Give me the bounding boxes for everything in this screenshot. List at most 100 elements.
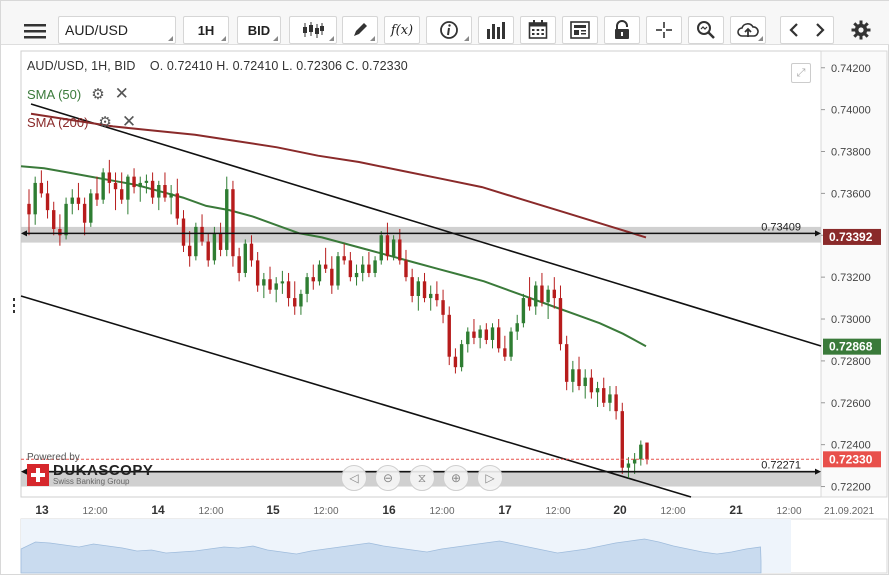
sma200-line xyxy=(30,112,647,239)
y-tick-label: 0.73200 xyxy=(831,272,871,284)
x-tick-label: 12:00 xyxy=(776,506,801,517)
candle-body xyxy=(58,228,62,236)
x-tick-label: 12:00 xyxy=(660,506,685,517)
timeframe-selector[interactable]: 1H xyxy=(183,16,229,44)
candle-body xyxy=(76,197,81,204)
gear-icon[interactable]: ⚙ xyxy=(98,114,112,131)
candle-body xyxy=(175,193,180,219)
candle-body xyxy=(336,256,340,286)
hamburger-icon[interactable] xyxy=(21,18,49,44)
resistance-band xyxy=(21,226,821,243)
toolbar: AUD/USD 1H BID f(x) xyxy=(1,1,889,45)
candle-body xyxy=(632,459,637,464)
candle-body xyxy=(194,226,198,257)
y-tick-label: 0.74000 xyxy=(831,105,871,117)
candle-body xyxy=(280,281,285,284)
candle-body xyxy=(206,241,210,261)
candle-body xyxy=(144,180,149,183)
x-tick-label: 21.09.2021 xyxy=(824,506,874,517)
x-tick-label: 12:00 xyxy=(313,506,338,517)
chevron-right-icon[interactable] xyxy=(815,22,825,38)
candle-body xyxy=(286,281,291,299)
price-tag-bg xyxy=(823,228,881,245)
level-arrow-right xyxy=(815,230,821,237)
bar-volume-icon[interactable] xyxy=(478,16,514,44)
candle-body xyxy=(552,289,556,299)
candle-body xyxy=(639,444,643,460)
x-tick-label: 12:00 xyxy=(545,506,570,517)
candle-body xyxy=(45,193,50,211)
candle-body xyxy=(564,344,569,382)
candle-body xyxy=(82,203,87,223)
chevron-left-icon[interactable] xyxy=(789,22,799,38)
candle-body xyxy=(70,197,74,204)
gear-icon[interactable] xyxy=(847,16,875,44)
navigator-area xyxy=(20,538,762,574)
legend-sma200: SMA (200) ⚙ ✕ xyxy=(27,112,136,132)
candle-body xyxy=(571,369,575,382)
y-tick-label: 0.72600 xyxy=(831,398,871,410)
news-icon[interactable] xyxy=(562,16,598,44)
symbol-selector[interactable]: AUD/USD xyxy=(58,16,176,44)
y-tick-label: 0.73600 xyxy=(831,188,871,200)
calendar-icon[interactable] xyxy=(520,16,556,44)
pencil-icon[interactable] xyxy=(342,16,378,44)
x-tick-label: 21 xyxy=(729,503,743,517)
x-tick-label: 14 xyxy=(151,503,165,517)
candle-body xyxy=(120,189,124,200)
candle-body xyxy=(126,176,130,200)
candle-body xyxy=(416,281,421,296)
price-tag-label: 0.72330 xyxy=(829,452,873,466)
zoom-out-icon[interactable]: ⊖ xyxy=(375,465,401,491)
candle-body xyxy=(163,185,167,198)
candle-body xyxy=(509,331,513,357)
expand-icon[interactable]: ⤢ xyxy=(791,63,811,83)
close-icon[interactable]: ✕ xyxy=(114,84,129,103)
trendline-lower xyxy=(20,295,692,498)
candle-body xyxy=(546,289,550,303)
candle-body xyxy=(225,189,229,250)
price-axis xyxy=(820,50,888,498)
candle-body xyxy=(626,463,631,468)
scroll-left-icon[interactable]: ◁ xyxy=(341,465,367,491)
candle-body xyxy=(429,293,433,299)
candle-body xyxy=(367,264,371,273)
candle-body xyxy=(608,394,612,403)
zoom-in-icon[interactable]: ⊕ xyxy=(443,465,469,491)
gear-icon[interactable]: ⚙ xyxy=(91,86,105,103)
zoom-icon[interactable] xyxy=(688,16,724,44)
y-tick-label: 0.74200 xyxy=(831,63,871,75)
candle-body xyxy=(540,285,544,303)
reset-zoom-icon[interactable]: ⧖ xyxy=(409,465,435,491)
candle-body xyxy=(478,329,482,338)
candle-body xyxy=(138,182,142,188)
scroll-right-icon[interactable]: ▷ xyxy=(477,465,503,491)
brand-tagline: Swiss Banking Group xyxy=(53,477,130,486)
level-arrow-right xyxy=(815,468,821,475)
candle-body xyxy=(558,298,563,345)
candle-body xyxy=(132,176,136,188)
candlestick-icon[interactable] xyxy=(289,16,337,44)
candle-body xyxy=(410,277,414,296)
x-tick-label: 13 xyxy=(35,503,49,517)
close-icon[interactable]: ✕ xyxy=(121,112,137,131)
price-tag-bg xyxy=(823,451,881,468)
lock-icon[interactable] xyxy=(604,16,640,44)
info-icon[interactable] xyxy=(426,16,472,44)
price-side-selector[interactable]: BID xyxy=(237,16,281,44)
candle-body xyxy=(39,182,44,194)
candle-body xyxy=(466,331,470,345)
panel-handle xyxy=(13,310,15,313)
candle-body xyxy=(330,268,334,286)
candle-body xyxy=(33,182,37,215)
crosshair-icon[interactable] xyxy=(646,16,682,44)
x-tick-label: 12:00 xyxy=(429,506,454,517)
function-icon[interactable]: f(x) xyxy=(384,16,420,44)
candle-body xyxy=(101,172,105,200)
panel-handle xyxy=(13,304,15,307)
level-label: 0.73409 xyxy=(761,221,801,233)
candle-body xyxy=(490,327,495,340)
cloud-upload-icon[interactable] xyxy=(730,16,766,44)
